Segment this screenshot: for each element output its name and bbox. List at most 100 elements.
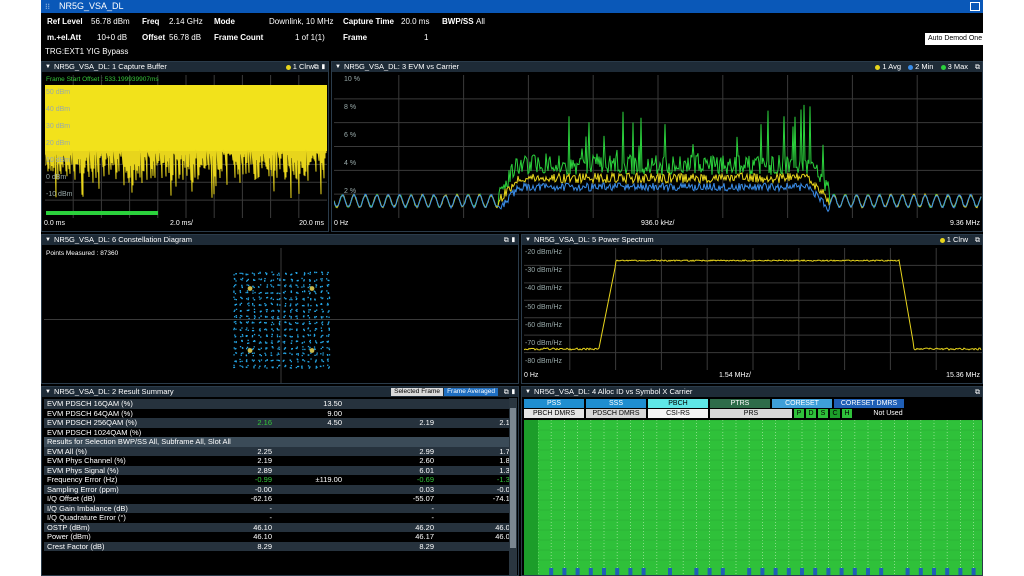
collapse-icon[interactable]: ▼ bbox=[45, 389, 51, 395]
evm-plot[interactable] bbox=[334, 75, 982, 218]
constellation-point bbox=[271, 310, 273, 312]
constellation-point bbox=[307, 315, 309, 317]
constellation-point bbox=[233, 274, 235, 276]
alloc-plot[interactable] bbox=[524, 420, 982, 575]
constellation-point bbox=[247, 298, 249, 301]
constellation-point bbox=[316, 279, 318, 281]
constellation-point bbox=[303, 274, 305, 276]
constellation-point bbox=[297, 336, 299, 338]
constellation-point bbox=[283, 292, 285, 294]
constellation-point bbox=[233, 328, 235, 331]
capture-time-value[interactable]: 20.0 ms bbox=[401, 17, 430, 26]
mode-value[interactable]: Downlink, 10 MHz bbox=[269, 17, 334, 26]
analyzer-window: ⁝⁝ NR5G_VSA_DL Ref Level 56.78 dBm Freq … bbox=[41, 0, 983, 576]
constellation-point bbox=[260, 278, 263, 280]
summary-cell: -55.07 bbox=[412, 494, 434, 503]
constellation-point bbox=[247, 342, 249, 344]
collapse-icon[interactable]: ▼ bbox=[45, 64, 51, 70]
constellation-point bbox=[309, 334, 312, 336]
constellation-point bbox=[241, 286, 243, 288]
constellation-point bbox=[272, 359, 274, 361]
constellation-point bbox=[302, 359, 304, 361]
auto-demod-button[interactable]: Auto Demod One bbox=[925, 33, 983, 45]
collapse-icon[interactable]: ▼ bbox=[45, 237, 51, 243]
selected-frame-button[interactable]: Selected Frame bbox=[391, 388, 443, 396]
frame-count-value[interactable]: 1 of 1(1) bbox=[295, 33, 325, 42]
frame-value[interactable]: 1 bbox=[424, 33, 429, 42]
freq-value[interactable]: 2.14 GHz bbox=[169, 17, 203, 26]
constellation-point bbox=[321, 324, 324, 326]
constellation-point bbox=[253, 340, 256, 342]
window-icon[interactable]: ⧉ bbox=[975, 237, 980, 244]
legend-avg: 1 Avg bbox=[882, 62, 902, 71]
constellation-point bbox=[320, 286, 322, 288]
constellation-point bbox=[253, 315, 256, 317]
constellation-point bbox=[290, 342, 292, 344]
constellation-point bbox=[296, 347, 298, 350]
constellation-point bbox=[289, 352, 291, 354]
constellation-plot[interactable] bbox=[44, 248, 518, 383]
constellation-point bbox=[271, 321, 273, 324]
constellation-point bbox=[257, 348, 260, 350]
constellation-point bbox=[240, 336, 242, 338]
window-icon[interactable]: ⧉ ▮ bbox=[503, 389, 516, 396]
y-tick-label: -70 dBm/Hz bbox=[525, 340, 562, 347]
constellation-point bbox=[235, 303, 238, 305]
constellation-point bbox=[266, 367, 268, 369]
constellation-point bbox=[247, 291, 249, 294]
result-summary-scrollbar[interactable] bbox=[509, 398, 517, 575]
frame-averaged-button[interactable]: Frame Averaged bbox=[444, 388, 498, 396]
constellation-point bbox=[253, 359, 255, 361]
constellation-point bbox=[320, 327, 322, 329]
scrollbar-thumb[interactable] bbox=[510, 408, 516, 548]
constellation-point bbox=[303, 360, 306, 362]
ref-level-value[interactable]: 56.78 dBm bbox=[91, 17, 130, 26]
spectrum-x-end: 15.36 MHz bbox=[946, 372, 980, 379]
summary-cell: - bbox=[269, 503, 273, 513]
constellation-point bbox=[295, 309, 297, 312]
constellation-point bbox=[252, 340, 255, 342]
window-icon[interactable]: ⧉ ▮ bbox=[313, 64, 326, 71]
window-icon[interactable]: ⧉ bbox=[975, 64, 980, 71]
capture-buffer-plot[interactable] bbox=[45, 75, 327, 218]
spectrum-plot[interactable] bbox=[524, 248, 982, 370]
constellation-point bbox=[266, 292, 268, 294]
reference-point bbox=[247, 348, 253, 353]
summary-cell: 1.78 bbox=[499, 446, 514, 456]
window-icon[interactable]: ⧉ bbox=[975, 389, 980, 396]
collapse-icon[interactable]: ▼ bbox=[525, 237, 531, 243]
constellation-point bbox=[290, 303, 292, 305]
constellation-point bbox=[320, 348, 322, 350]
capture-time-label: Capture Time bbox=[343, 17, 394, 26]
constellation-point bbox=[316, 354, 318, 356]
result-summary-table: EVM PDSCH 16QAM (%) 13.50 EVM PDSCH 64QAM … bbox=[44, 399, 517, 551]
constellation-point bbox=[303, 322, 305, 324]
window-icon[interactable]: ⧉ ▮ bbox=[503, 237, 516, 244]
constellation-point bbox=[321, 346, 324, 348]
constellation-point bbox=[289, 285, 291, 287]
offset-value[interactable]: 56.78 dB bbox=[169, 33, 202, 42]
constellation-point bbox=[242, 335, 244, 337]
maximize-icon[interactable] bbox=[970, 2, 980, 11]
summary-row: I/Q Gain Imbalance (dB)--- bbox=[44, 503, 517, 513]
summary-cell: I/Q Quadrature Error (°) bbox=[47, 513, 126, 522]
constellation-point bbox=[327, 298, 329, 300]
constellation-point bbox=[245, 355, 248, 357]
constellation-point bbox=[278, 317, 280, 320]
constellation-point bbox=[234, 309, 236, 311]
constellation-point bbox=[272, 330, 274, 332]
summary-row: Power (dBm) 46.10 46.17 46.03 bbox=[44, 532, 517, 542]
constellation-point bbox=[233, 310, 235, 312]
constellation-point bbox=[251, 335, 254, 337]
ref-level-label: Ref Level bbox=[47, 17, 83, 26]
collapse-icon[interactable]: ▼ bbox=[335, 64, 341, 70]
constellation-point bbox=[233, 286, 235, 288]
bwp-value[interactable]: All bbox=[476, 17, 485, 26]
att-value[interactable]: 10+0 dB bbox=[97, 33, 128, 42]
constellation-point bbox=[259, 330, 261, 332]
constellation-point bbox=[271, 360, 273, 362]
constellation-point bbox=[276, 359, 278, 361]
constellation-point bbox=[266, 334, 268, 336]
collapse-icon[interactable]: ▼ bbox=[525, 389, 531, 395]
summary-cell: 2.19 bbox=[257, 456, 272, 465]
